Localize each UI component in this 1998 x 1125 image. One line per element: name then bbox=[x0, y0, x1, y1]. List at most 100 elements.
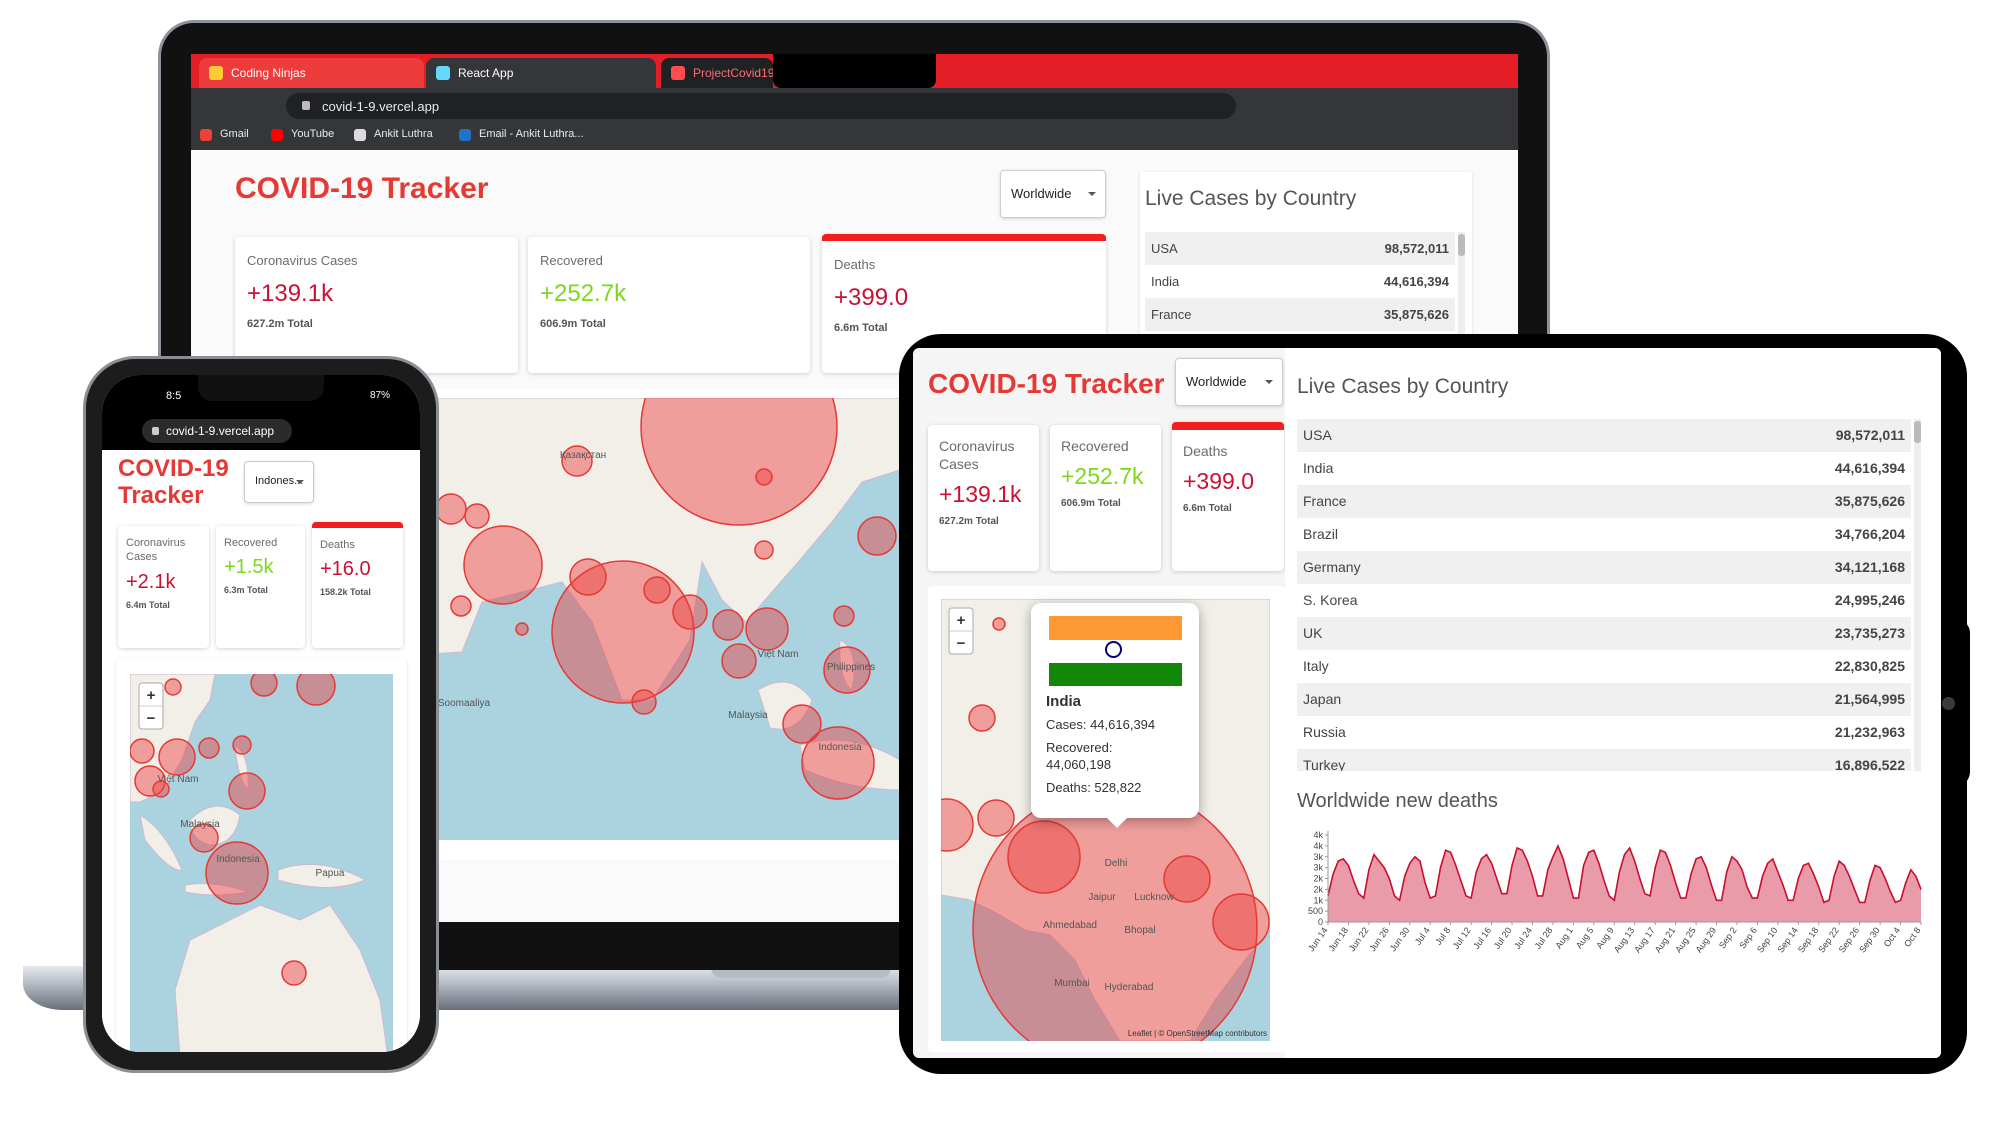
card-label: Deaths bbox=[834, 257, 876, 272]
country-cases: 98,572,011 bbox=[1835, 427, 1905, 443]
table-row: India 44,616,394 bbox=[1297, 452, 1911, 485]
land bbox=[234, 744, 249, 792]
country-name: India bbox=[1303, 460, 1334, 476]
case-bubble bbox=[941, 798, 974, 852]
country-cases: 34,121,168 bbox=[1834, 559, 1905, 575]
country-name: Germany bbox=[1303, 559, 1361, 575]
case-bubble bbox=[1212, 893, 1270, 951]
card-label: Recovered bbox=[1061, 438, 1129, 454]
case-bubble bbox=[712, 609, 744, 641]
map-label: Malaysia bbox=[728, 710, 768, 721]
stat-card: Recovered +1.5k 6.3m Total bbox=[216, 526, 305, 648]
card-today: +399.0 bbox=[1183, 468, 1254, 495]
tab-favicon bbox=[671, 66, 685, 80]
card-total: 6.6m Total bbox=[834, 321, 888, 334]
x-tick-label: Jun 22 bbox=[1347, 925, 1371, 953]
y-tick-label: 500 bbox=[1308, 906, 1323, 916]
popup-info: India Cases: 44,616,394 Recovered: 44,060,… bbox=[1046, 693, 1181, 796]
y-tick-label: 4k bbox=[1313, 830, 1323, 840]
x-tick-label: Jun 14 bbox=[1306, 925, 1330, 953]
stat-card: Coronavirus Cases +139.1k 627.2m Total bbox=[928, 425, 1039, 571]
table-row: USA 98,572,011 bbox=[1297, 419, 1911, 452]
country-name: UK bbox=[1303, 625, 1323, 641]
country-cases: 44,616,394 bbox=[1834, 460, 1905, 476]
country-cases: 35,875,626 bbox=[1383, 307, 1449, 322]
tab-title: React App bbox=[458, 66, 514, 80]
case-bubble bbox=[857, 516, 897, 556]
case-bubble bbox=[992, 617, 1006, 631]
country-cases: 44,616,394 bbox=[1383, 274, 1449, 289]
stat-card: Coronavirus Cases +2.1k 6.4m Total bbox=[118, 526, 209, 648]
bookmark: Gmail bbox=[220, 128, 249, 140]
case-bubble bbox=[672, 594, 708, 630]
case-bubble bbox=[721, 643, 757, 679]
battery: 87% bbox=[370, 390, 391, 401]
case-bubble bbox=[450, 595, 472, 617]
case-bubble bbox=[1007, 820, 1081, 894]
card-total: 6.4m Total bbox=[126, 599, 170, 610]
table-row: Russia 21,232,963 bbox=[1297, 716, 1911, 749]
dropdown: Worldwide bbox=[1175, 358, 1283, 406]
area-fill bbox=[1328, 845, 1921, 922]
table-row: Turkey 16,896,522 bbox=[1297, 749, 1911, 771]
card-label: Recovered bbox=[224, 537, 278, 549]
dropdown: Indones... bbox=[244, 461, 314, 503]
popup-cases: Cases: 44,616,394 bbox=[1046, 717, 1156, 732]
land bbox=[184, 883, 250, 896]
case-bubble bbox=[205, 841, 269, 905]
bookmark-icon bbox=[200, 129, 212, 141]
case-bubble bbox=[164, 678, 182, 696]
table-row: Italy 22,830,825 bbox=[1297, 650, 1911, 683]
scrollbar-track bbox=[1914, 419, 1921, 771]
dropdown-caret bbox=[1265, 380, 1273, 388]
card-today: +252.7k bbox=[540, 279, 627, 307]
popup-deaths: Deaths: 528,822 bbox=[1046, 780, 1142, 795]
x-tick-label: Jun 30 bbox=[1388, 925, 1412, 953]
card-today: +252.7k bbox=[1061, 463, 1144, 490]
card-today: +16.0 bbox=[320, 558, 371, 581]
table-row: Germany 34,121,168 bbox=[1297, 551, 1911, 584]
tab-favicon bbox=[436, 66, 450, 80]
case-bubble bbox=[561, 445, 593, 477]
table-row: India 44,616,394 bbox=[1145, 265, 1455, 298]
y-tick-label: 1k bbox=[1313, 895, 1323, 905]
tab-title: ProjectCovid19 bbox=[693, 66, 773, 80]
tablet-screen: COVID-19 Tracker Worldwide Coronavirus Cas… bbox=[913, 348, 1941, 1058]
map-label: Việt Nam bbox=[158, 774, 199, 785]
case-bubble bbox=[158, 738, 196, 776]
case-bubble bbox=[435, 493, 467, 525]
x-tick-label: Aug 29 bbox=[1694, 925, 1719, 954]
browser-tab: React App bbox=[426, 58, 656, 88]
popup-country: India bbox=[1046, 693, 1082, 710]
country-name: Japan bbox=[1303, 691, 1342, 707]
country-name: USA bbox=[1151, 241, 1178, 256]
card-today: +139.1k bbox=[247, 279, 334, 307]
chart-title: Worldwide new deaths bbox=[1297, 790, 1498, 812]
case-bubble bbox=[232, 735, 252, 755]
x-tick-label: Sep 2 bbox=[1717, 925, 1739, 950]
card-total: 627.2m Total bbox=[939, 516, 999, 528]
card-label: Coronavirus Cases bbox=[126, 537, 186, 564]
country-name: India bbox=[1151, 274, 1180, 289]
x-tick-label: Aug 5 bbox=[1574, 925, 1596, 950]
zoom-out: − bbox=[147, 710, 156, 727]
x-tick-label: Oct 8 bbox=[1902, 925, 1923, 948]
card-label: Coronavirus Cases bbox=[247, 253, 358, 268]
tablet-camera bbox=[1942, 697, 1955, 710]
map-label: Қазақстан bbox=[560, 450, 606, 461]
browser-tab: Coding Ninjas bbox=[199, 58, 424, 88]
country-name: France bbox=[1151, 307, 1192, 322]
scrollbar-thumb bbox=[1914, 421, 1921, 443]
map-label: Hyderabad bbox=[1105, 982, 1154, 993]
land bbox=[277, 863, 367, 888]
x-tick-label: Jun 18 bbox=[1326, 925, 1350, 953]
country-name: Italy bbox=[1303, 658, 1329, 674]
browser-tab: ProjectCovid19 bbox=[661, 58, 773, 88]
dropdown-caret bbox=[296, 480, 304, 488]
table-row: UK 23,735,273 bbox=[1297, 617, 1911, 650]
app-title: COVID-19 Tracker bbox=[928, 368, 1165, 399]
bookmark: Email - Ankit Luthra... bbox=[479, 128, 584, 140]
bookmark: Ankit Luthra bbox=[374, 128, 433, 140]
